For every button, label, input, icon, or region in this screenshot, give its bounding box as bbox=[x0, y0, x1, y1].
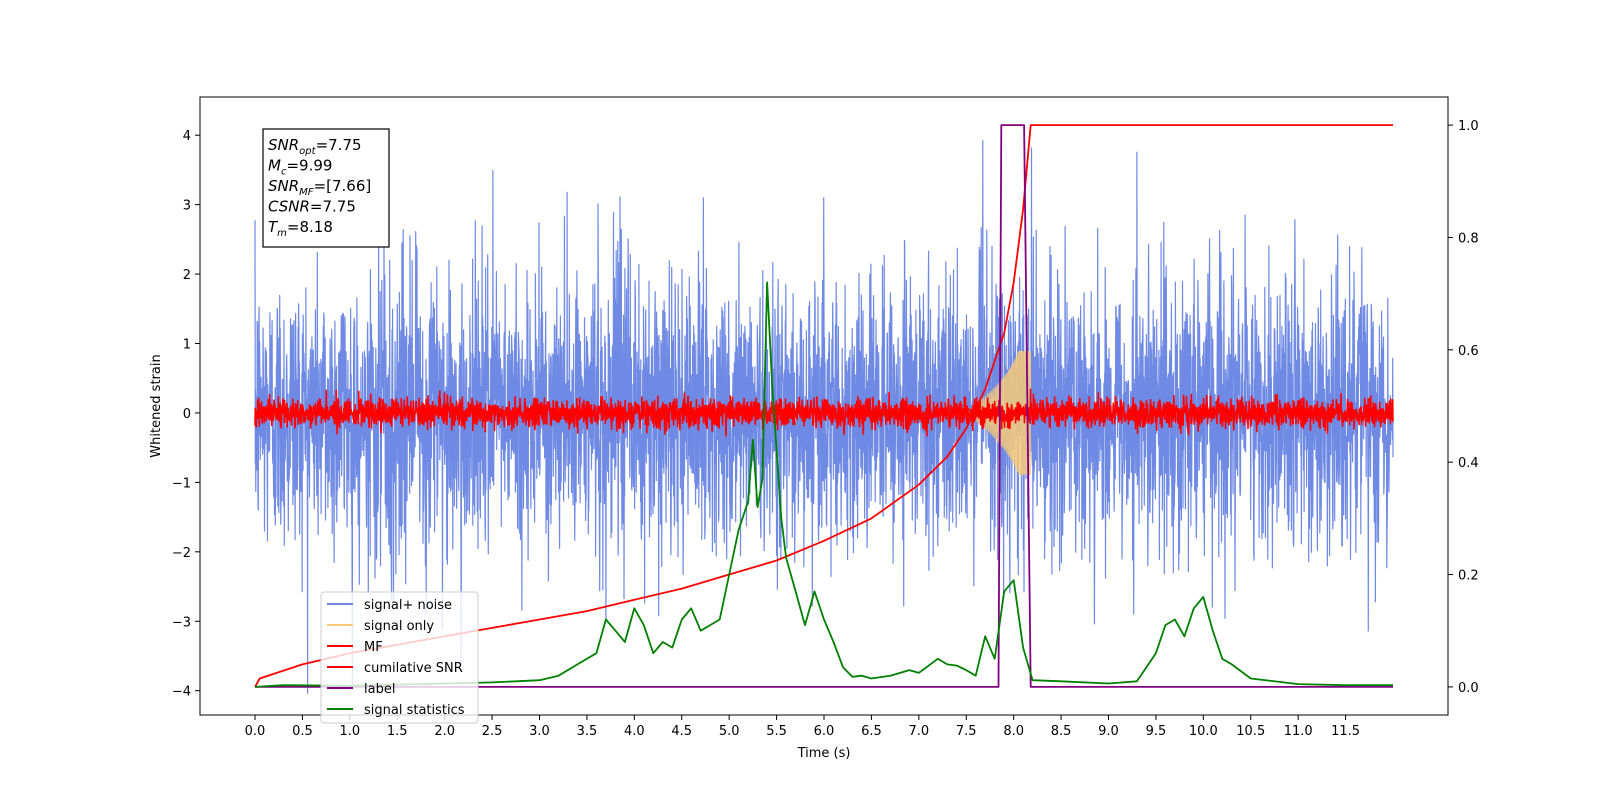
x-tick-label: 2.5 bbox=[482, 724, 503, 739]
x-tick-label: 9.0 bbox=[1098, 724, 1119, 739]
y-axis-label: Whitened strain bbox=[149, 354, 164, 457]
annotation-frame bbox=[262, 128, 390, 248]
x-axis: 0.0 0.5 1.0 1.5 2.0 2.5 3.0 3.5 4.0 4.5 5.0 5.5 6.0 6… bbox=[245, 715, 1360, 739]
y2-tick-label: 0.0 bbox=[1458, 681, 1479, 696]
x-tick-label: 0.0 bbox=[245, 724, 266, 739]
x-tick-label: 10.5 bbox=[1236, 724, 1265, 739]
x-tick-label: 10.0 bbox=[1189, 724, 1218, 739]
annotation-line: Mc=9.99 bbox=[268, 157, 332, 178]
annotation-line: SNRMF=[7.66] bbox=[268, 177, 371, 198]
x-tick-label: 7.0 bbox=[908, 724, 929, 739]
x-tick-label: 3.0 bbox=[529, 724, 550, 739]
y-tick-label: 4 bbox=[183, 129, 191, 144]
y-tick-label: 3 bbox=[183, 199, 191, 214]
legend-label: cumilative SNR bbox=[364, 661, 463, 676]
y-tick-label: 2 bbox=[183, 268, 191, 283]
x-tick-label: 4.0 bbox=[624, 724, 645, 739]
x-tick-label: 0.5 bbox=[292, 724, 313, 739]
y-tick-label: −2 bbox=[172, 546, 191, 561]
x-tick-label: 4.5 bbox=[671, 724, 692, 739]
y-tick-label: −3 bbox=[172, 615, 191, 630]
series-signal-statistics bbox=[254, 281, 1393, 688]
x-tick-label: 6.5 bbox=[861, 724, 882, 739]
legend-label: label bbox=[364, 682, 395, 697]
y2-tick-label: 0.6 bbox=[1458, 344, 1479, 359]
y2-tick-label: 0.2 bbox=[1458, 569, 1479, 584]
y2-tick-label: 0.4 bbox=[1458, 456, 1479, 471]
x-tick-label: 2.0 bbox=[434, 724, 455, 739]
x-tick-label: 8.5 bbox=[1051, 724, 1072, 739]
y-axis-left: 4 3 2 1 0 −1 −2 −3 −4 bbox=[172, 129, 200, 700]
x-tick-label: 3.5 bbox=[577, 724, 598, 739]
series-signal-noise bbox=[254, 140, 1394, 694]
x-axis-label: Time (s) bbox=[797, 746, 851, 761]
x-tick-label: 1.5 bbox=[387, 724, 408, 739]
y-tick-label: −1 bbox=[172, 476, 191, 491]
y-axis-right: 1.0 0.8 0.6 0.4 0.2 0.0 bbox=[1448, 119, 1479, 696]
annotation-line: CSNR=7.75 bbox=[268, 198, 356, 216]
y2-tick-label: 0.8 bbox=[1458, 231, 1479, 246]
x-tick-label: 11.0 bbox=[1284, 724, 1313, 739]
y-tick-label: 0 bbox=[183, 407, 191, 422]
x-tick-label: 7.5 bbox=[956, 724, 977, 739]
legend-frame bbox=[320, 591, 479, 724]
x-tick-label: 8.0 bbox=[1003, 724, 1024, 739]
legend-label: MF bbox=[364, 640, 383, 655]
x-tick-label: 11.5 bbox=[1331, 724, 1360, 739]
y-tick-label: 1 bbox=[183, 338, 191, 353]
x-tick-label: 1.0 bbox=[339, 724, 360, 739]
y-tick-label: −4 bbox=[172, 685, 191, 700]
x-tick-label: 5.0 bbox=[719, 724, 740, 739]
annotation-line: SNRopt=7.75 bbox=[268, 136, 362, 157]
legend-label: signal+ noise bbox=[364, 598, 452, 613]
y2-tick-label: 1.0 bbox=[1458, 119, 1479, 134]
x-tick-label: 5.5 bbox=[766, 724, 787, 739]
series-label bbox=[255, 124, 1393, 688]
annotation-line: Tm=8.18 bbox=[268, 218, 333, 239]
legend-label: signal only bbox=[364, 619, 434, 634]
x-tick-label: 6.0 bbox=[814, 724, 835, 739]
legend: signal+ noise signal only MF cumilative SNR… bbox=[320, 591, 479, 724]
series-mf bbox=[254, 388, 1394, 437]
x-tick-label: 9.5 bbox=[1146, 724, 1167, 739]
legend-label: signal statistics bbox=[364, 703, 465, 718]
